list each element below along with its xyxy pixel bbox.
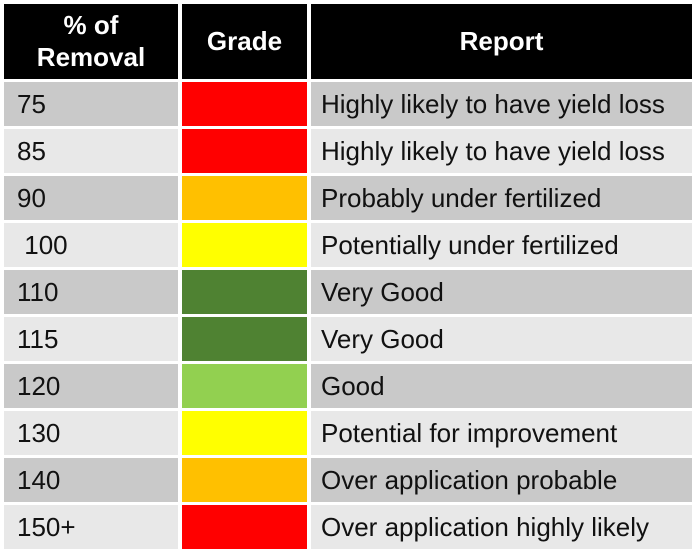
percent-cell: 130 [4, 411, 178, 455]
report-cell: Highly likely to have yield loss [311, 129, 692, 173]
grade-color-swatch [182, 364, 307, 408]
percent-cell: 85 [4, 129, 178, 173]
table-row: 140 Over application probable [4, 458, 692, 502]
report-cell: Very Good [311, 317, 692, 361]
table-row: 130 Potential for improvement [4, 411, 692, 455]
percent-cell: 100 [4, 223, 178, 267]
percent-cell: 75 [4, 82, 178, 126]
percent-cell: 140 [4, 458, 178, 502]
table-row: 75 Highly likely to have yield loss [4, 82, 692, 126]
table-row: 100 Potentially under fertilized [4, 223, 692, 267]
header-percent-of-removal: % of Removal [4, 4, 178, 79]
percent-cell: 115 [4, 317, 178, 361]
report-cell: Good [311, 364, 692, 408]
grade-color-swatch [182, 317, 307, 361]
report-cell: Highly likely to have yield loss [311, 82, 692, 126]
table-row: 115 Very Good [4, 317, 692, 361]
grade-color-swatch [182, 411, 307, 455]
percent-cell: 150+ [4, 505, 178, 549]
table-row: 120 Good [4, 364, 692, 408]
report-cell: Over application probable [311, 458, 692, 502]
grade-color-swatch [182, 223, 307, 267]
grade-color-swatch [182, 82, 307, 126]
grade-color-swatch [182, 129, 307, 173]
table-row: 90 Probably under fertilized [4, 176, 692, 220]
report-cell: Over application highly likely [311, 505, 692, 549]
table-header-row: % of Removal Grade Report [4, 4, 692, 79]
header-grade: Grade [182, 4, 307, 79]
table-row: 110 Very Good [4, 270, 692, 314]
percent-cell: 110 [4, 270, 178, 314]
grade-color-swatch [182, 505, 307, 549]
report-cell: Potential for improvement [311, 411, 692, 455]
report-cell: Very Good [311, 270, 692, 314]
percent-cell: 90 [4, 176, 178, 220]
report-cell: Potentially under fertilized [311, 223, 692, 267]
header-report: Report [311, 4, 692, 79]
removal-grade-table: % of Removal Grade Report 75 Highly like… [4, 4, 692, 549]
grade-color-swatch [182, 458, 307, 502]
table-row: 150+ Over application highly likely [4, 505, 692, 549]
report-cell: Probably under fertilized [311, 176, 692, 220]
table-row: 85 Highly likely to have yield loss [4, 129, 692, 173]
grade-color-swatch [182, 270, 307, 314]
grade-color-swatch [182, 176, 307, 220]
percent-cell: 120 [4, 364, 178, 408]
